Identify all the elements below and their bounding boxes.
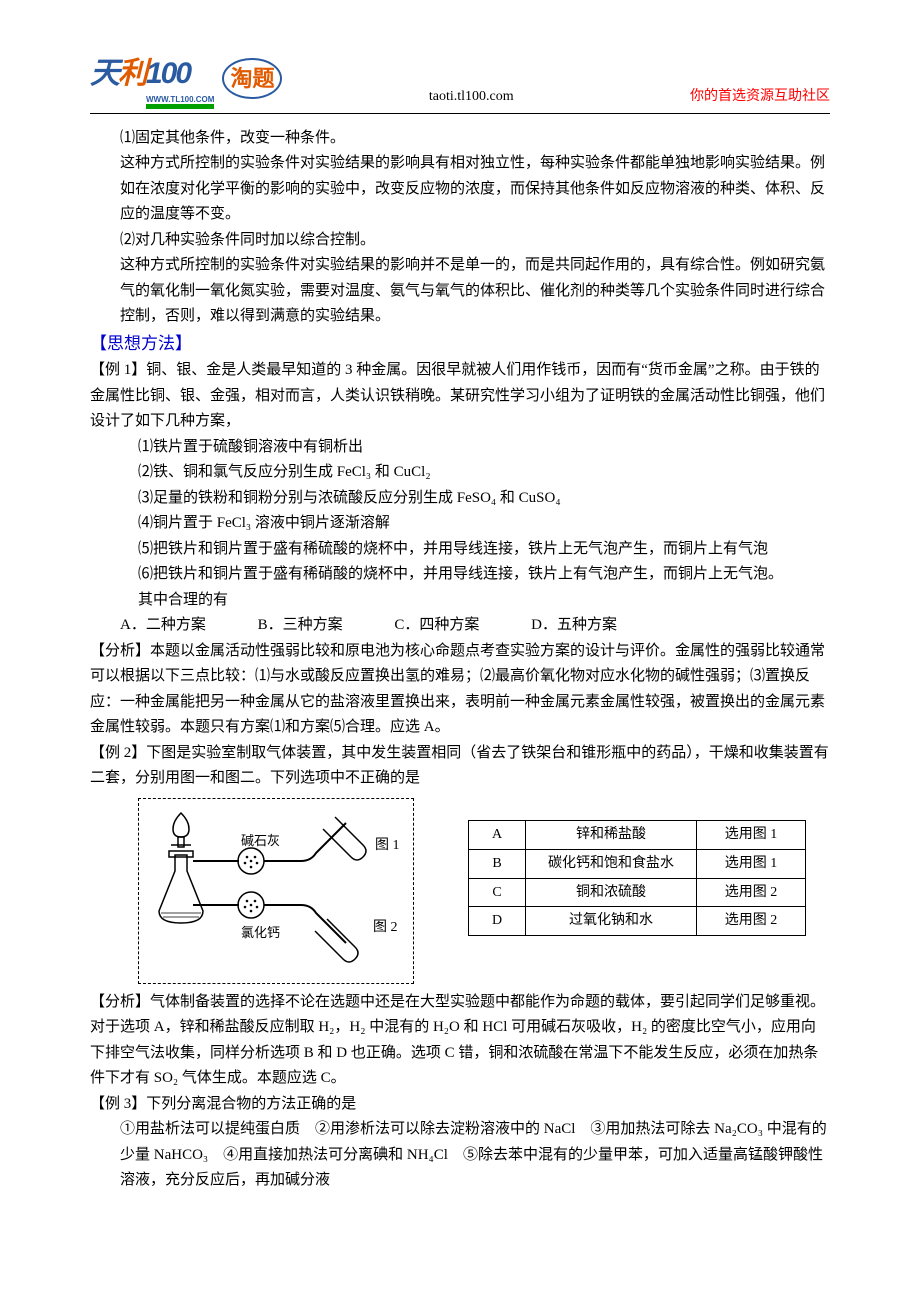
slogan: 你的首选资源互助社区: [660, 85, 830, 109]
header-rule: [90, 113, 830, 114]
ex1-item-4: ⑷铜片置于 FeCl₃ 溶液中铜片逐渐溶解: [90, 511, 830, 537]
cell-b: 过氧化钠和水: [526, 907, 697, 936]
logo-li: 利: [118, 48, 146, 99]
ex1-opt-a: A．二种方案: [120, 613, 206, 639]
table-row: D 过氧化钠和水 选用图 2: [469, 907, 806, 936]
cell-c: 选用图 2: [697, 907, 806, 936]
cell-a: A: [469, 820, 526, 849]
cell-b: 铜和浓硫酸: [526, 878, 697, 907]
table-row: A 锌和稀盐酸 选用图 1: [469, 820, 806, 849]
cell-b: 锌和稀盐酸: [526, 820, 697, 849]
ex1-title: 【例 1】铜、银、金是人类最早知道的 3 种金属。因很早就被人们用作钱币，因而有…: [90, 358, 830, 435]
ex1-item-3: ⑶足量的铁粉和铜粉分别与浓硫酸反应分别生成 FeSO₄ 和 CuSO₄: [90, 486, 830, 512]
ex2-figure-row: 碱石灰 图 1 氯化钙 图 2: [90, 798, 830, 984]
logo-100: 100WWW.TL100.COM: [146, 48, 214, 109]
logo-sub: WWW.TL100.COM: [146, 93, 214, 107]
logo-tian: 天: [90, 48, 118, 99]
intro-p1: ⑴固定其他条件，改变一种条件。: [90, 126, 830, 152]
apparatus-svg: 碱石灰 图 1 氯化钙 图 2: [151, 811, 401, 971]
ex1-title-body: 铜、银、金是人类最早知道的 3 种金属。因很早就被人们用作钱币，因而有“货币金属…: [90, 362, 825, 429]
intro-p3: ⑵对几种实验条件同时加以综合控制。: [90, 228, 830, 254]
intro-p4: 这种方式所控制的实验条件对实验结果的影响并不是单一的，而是共同起作用的，具有综合…: [90, 253, 830, 330]
ex1-opt-b: B．三种方案: [258, 613, 343, 639]
ex3-title: 【例 3】下列分离混合物的方法正确的是: [90, 1092, 830, 1118]
intro-p2: 这种方式所控制的实验条件对实验结果的影响具有相对独立性，每种实验条件都能单独地影…: [90, 151, 830, 228]
ex3-title-body: 下列分离混合物的方法正确的是: [146, 1096, 356, 1112]
ex1-item-1: ⑴铁片置于硫酸铜溶液中有铜析出: [90, 435, 830, 461]
ex1-analysis-body: 本题以金属活动性强弱比较和原电池为核心命题点考查实验方案的设计与评价。金属性的强…: [90, 643, 825, 736]
ex3-tag: 【例 3】: [90, 1096, 146, 1112]
ex1-analysis-tag: 【分析】: [90, 643, 150, 659]
ex2-analysis-tag: 【分析】: [90, 994, 150, 1010]
ex2-answer-table: A 锌和稀盐酸 选用图 1 B 碳化钙和饱和食盐水 选用图 1 C 铜和浓硫酸 …: [468, 820, 806, 936]
logo-tianli100: 天利100WWW.TL100.COM: [90, 48, 214, 109]
ex2-title-body: 下图是实验室制取气体装置，其中发生装置相同（省去了铁架台和锥形瓶中的药品），干燥…: [90, 745, 829, 787]
ex1-item-2: ⑵铁、铜和氯气反应分别生成 FeCl₃ 和 CuCl₂: [90, 460, 830, 486]
label-tu2: 图 2: [373, 920, 398, 935]
site-logo: 天利100WWW.TL100.COM 淘题: [90, 48, 282, 109]
section-head: 【思想方法】: [90, 330, 830, 359]
label-jianshihui: 碱石灰: [241, 833, 280, 848]
cell-a: D: [469, 907, 526, 936]
cell-c: 选用图 2: [697, 878, 806, 907]
label-tu1: 图 1: [375, 838, 400, 853]
cell-a: C: [469, 878, 526, 907]
body-text: ⑴固定其他条件，改变一种条件。 这种方式所控制的实验条件对实验结果的影响具有相对…: [90, 126, 830, 1194]
ex1-item-6: ⑹把铁片和铜片置于盛有稀硝酸的烧杯中，并用导线连接，铁片上有气泡产生，而铜片上无…: [90, 562, 830, 588]
document-page: 天利100WWW.TL100.COM 淘题 taoti.tl100.com 你的…: [0, 0, 920, 1302]
ex1-item-5: ⑸把铁片和铜片置于盛有稀硫酸的烧杯中，并用导线连接，铁片上无气泡产生，而铜片上有…: [90, 537, 830, 563]
logo-taoti: 淘题: [222, 58, 282, 99]
cell-a: B: [469, 849, 526, 878]
ex1-analysis: 【分析】本题以金属活动性强弱比较和原电池为核心命题点考查实验方案的设计与评价。金…: [90, 639, 830, 741]
label-lvhuagai: 氯化钙: [241, 925, 280, 940]
ex2-analysis: 【分析】气体制备装置的选择不论在选题中还是在大型实验题中都能作为命题的载体，要引…: [90, 990, 830, 1092]
site-url: taoti.tl100.com: [282, 85, 660, 109]
ex3-line: ①用盐析法可以提纯蛋白质 ②用渗析法可以除去淀粉溶液中的 NaCl ③用加热法可…: [90, 1117, 830, 1194]
ex1-opt-c: C．四种方案: [394, 613, 479, 639]
ex1-tail: 其中合理的有: [90, 588, 830, 614]
page-header: 天利100WWW.TL100.COM 淘题 taoti.tl100.com 你的…: [90, 48, 830, 109]
apparatus-diagram: 碱石灰 图 1 氯化钙 图 2: [138, 798, 414, 984]
cell-b: 碳化钙和饱和食盐水: [526, 849, 697, 878]
table-row: B 碳化钙和饱和食盐水 选用图 1: [469, 849, 806, 878]
cell-c: 选用图 1: [697, 820, 806, 849]
ex2-analysis-body: 气体制备装置的选择不论在选题中还是在大型实验题中都能作为命题的载体，要引起同学们…: [90, 994, 825, 1087]
table-row: C 铜和浓硫酸 选用图 2: [469, 878, 806, 907]
ex2-tag: 【例 2】: [90, 745, 146, 761]
ex1-tag: 【例 1】: [90, 362, 146, 378]
ex1-options: A．二种方案 B．三种方案 C．四种方案 D．五种方案: [90, 613, 830, 639]
ex1-opt-d: D．五种方案: [531, 613, 617, 639]
ex2-title: 【例 2】下图是实验室制取气体装置，其中发生装置相同（省去了铁架台和锥形瓶中的药…: [90, 741, 830, 792]
cell-c: 选用图 1: [697, 849, 806, 878]
